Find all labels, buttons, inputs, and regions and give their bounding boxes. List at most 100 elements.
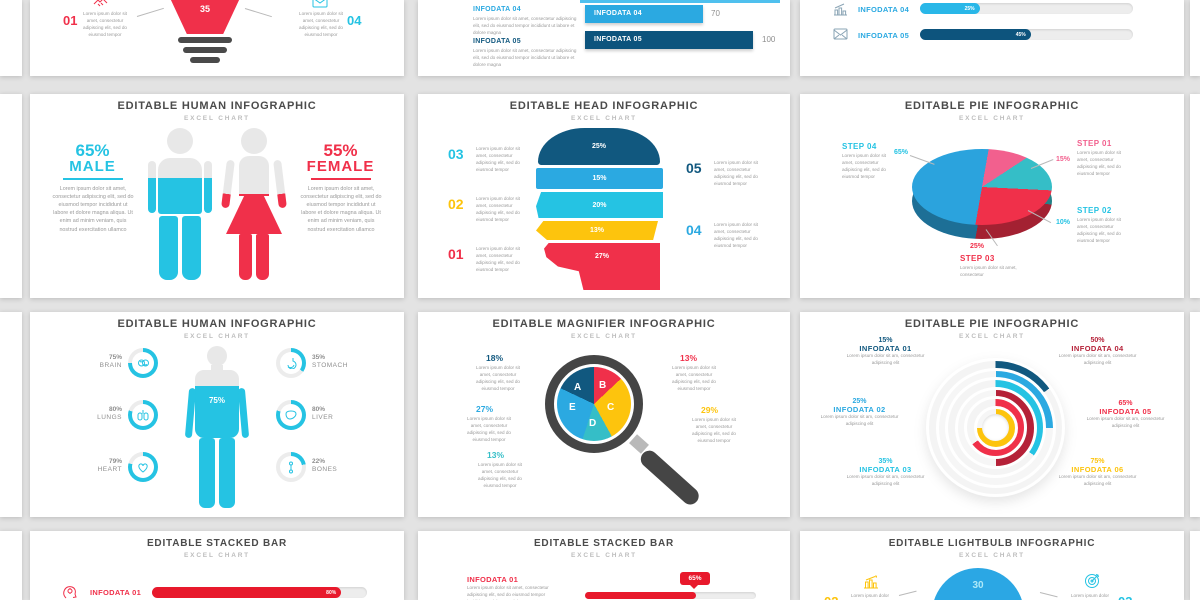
slide-magnifier-infographic[interactable]: EDITABLE MAGNIFIER INFOGRAPHIC EXCEL CHA… xyxy=(418,312,790,517)
bar-label: INFODATA 01 xyxy=(467,575,519,584)
slide-subtitle: EXCEL CHART xyxy=(184,115,250,122)
slice-letter-d: D xyxy=(589,418,597,429)
slide-title: EDITABLE HEAD INFOGRAPHIC xyxy=(509,100,699,112)
bar-track: 80% xyxy=(152,587,367,598)
heart-icon xyxy=(132,456,154,478)
step-label: STEP 02 xyxy=(1077,206,1112,215)
step-label: STEP 01 xyxy=(1077,139,1112,148)
slide-ring-pie-infographic[interactable]: EDITABLE PIE INFOGRAPHIC EXCEL CHART 15%… xyxy=(800,312,1184,517)
step-number: 02 xyxy=(824,594,838,600)
partial-slide-right xyxy=(1190,531,1200,600)
bar-fill xyxy=(585,592,697,599)
male-figure xyxy=(148,128,212,280)
stat-label: 22% BONES xyxy=(312,458,338,474)
mind-icon xyxy=(62,584,79,600)
progress-fill: 45% xyxy=(920,29,1031,40)
bar-value: 100 xyxy=(762,35,776,44)
divider xyxy=(311,178,371,180)
progress-track: 45% xyxy=(920,29,1133,40)
magnifier-pie xyxy=(557,367,631,441)
slide-body-infographic[interactable]: EDITABLE HUMAN INFOGRAPHIC EXCEL CHART 7… xyxy=(30,312,404,517)
target-icon xyxy=(1084,572,1101,589)
bones-progress-ring xyxy=(276,452,306,482)
slide-lightbulb-bottom[interactable]: EDITABLE LIGHTBULB INFOGRAPHIC EXCEL CHA… xyxy=(800,531,1184,600)
bar-pct: 80% xyxy=(326,589,337,596)
lungs-progress-ring xyxy=(128,400,158,430)
female-figure xyxy=(221,128,287,280)
slice-text: Lorem ipsum dolor sit amet, consectetur … xyxy=(672,365,716,391)
slide-subtitle: EXCEL CHART xyxy=(571,552,637,559)
slide-subtitle: EXCEL CHART xyxy=(571,333,637,340)
slide-progress-list-top[interactable]: INFODATA 04 25% INFODATA 05 45% xyxy=(800,0,1184,76)
bulb-base-stripe xyxy=(178,37,232,43)
slide-title: EDITABLE HUMAN INFOGRAPHIC xyxy=(117,318,317,330)
slice-text: Lorem ipsum dolor sit amet, consectetur … xyxy=(692,417,736,443)
slice-pct: 13% xyxy=(680,353,698,363)
bulb-base-stripe xyxy=(183,47,227,53)
slide-lightbulb-top[interactable]: 35 01 Lorem ipsum dolor sit amet, consec… xyxy=(30,0,404,76)
slide-stacked-bar-middle[interactable]: EDITABLE STACKED BAR EXCEL CHART INFODAT… xyxy=(418,531,790,600)
progress-fill: 25% xyxy=(920,3,980,14)
slide-bar-chart-top[interactable]: INFODATA 04 Lorem ipsum dolor sit amet, … xyxy=(418,0,790,76)
bulb-value: 30 xyxy=(972,580,984,591)
step-text: Lorem ipsum dolor sit amet, consectetur … xyxy=(714,222,758,248)
step-label: STEP 04 xyxy=(842,142,877,151)
heart-progress-ring xyxy=(128,452,158,482)
ring-label: 50% INFODATA 04 Lorem ipsum dolor sit am, … xyxy=(1058,337,1137,365)
slide-human-infographic[interactable]: EDITABLE HUMAN INFOGRAPHIC EXCEL CHART 6… xyxy=(30,94,404,298)
progress-label: INFODATA 05 xyxy=(858,31,910,40)
bar-fill: 80% xyxy=(152,587,342,598)
ring-label: 65% INFODATA 05 Lorem ipsum dolor sit am, … xyxy=(1086,400,1165,428)
partial-slide-right xyxy=(1190,0,1200,76)
bar-track xyxy=(585,592,756,599)
slide-pie-infographic[interactable]: EDITABLE PIE INFOGRAPHIC EXCEL CHART STE… xyxy=(800,94,1184,298)
step-text: Lorem ipsum dolor sit amet, consectetur … xyxy=(476,146,520,172)
slide-subtitle: EXCEL CHART xyxy=(959,552,1025,559)
partial-slide-left xyxy=(0,94,22,298)
handshake-icon xyxy=(92,0,108,10)
bar-desc: Lorem ipsum dolor sit amet, consectetur … xyxy=(473,16,577,35)
slide-title: EDITABLE LIGHTBULB INFOGRAPHIC xyxy=(888,538,1096,549)
bar-area: INFODATA 04 INFODATA 05 xyxy=(585,5,753,71)
step-text: Lorem ipsum dolor xyxy=(1070,593,1110,598)
slide-title: EDITABLE STACKED BAR xyxy=(533,538,675,549)
slice-pct: 13% xyxy=(487,450,505,460)
partial-slide-left xyxy=(0,312,22,517)
mail-icon xyxy=(312,0,328,8)
chart-icon xyxy=(833,3,848,16)
slice-letter-a: A xyxy=(574,382,582,393)
lungs-icon xyxy=(132,404,154,426)
male-label: MALE xyxy=(69,158,116,175)
progress-track: 25% xyxy=(920,3,1133,14)
step-pct: 25% xyxy=(970,243,985,250)
slide-head-infographic[interactable]: EDITABLE HEAD INFOGRAPHIC EXCEL CHART 25… xyxy=(418,94,790,298)
connector-line xyxy=(244,8,272,18)
bar-desc: Lorem ipsum dolor sit amet, consectetur … xyxy=(473,48,577,67)
progress-label: INFODATA 04 xyxy=(858,5,910,14)
slice-letter-b: B xyxy=(599,380,607,391)
step-text: Lorem ipsum dolor sit amet, consectetur … xyxy=(476,246,520,272)
divider xyxy=(63,178,123,180)
step-label: STEP 03 xyxy=(960,254,995,263)
ring-label: 75% INFODATA 06 Lorem ipsum dolor sit am, … xyxy=(1058,458,1137,486)
callout-pointer xyxy=(690,585,698,589)
stat-label: 79% HEART xyxy=(97,458,122,474)
bar-label: INFODATA 01 xyxy=(90,588,142,597)
step-text: Lorem ipsum dolor sit amet, consectetur xyxy=(960,265,1017,277)
female-text: Lorem ipsum dolor sit amet, consectetur … xyxy=(300,186,382,233)
slide-title: EDITABLE PIE INFOGRAPHIC xyxy=(904,318,1080,330)
bar-inner-label: INFODATA 04 xyxy=(594,10,642,17)
step-pct: 65% xyxy=(894,149,909,156)
bar-label: INFODATA 05 xyxy=(473,38,521,45)
slide-title: EDITABLE MAGNIFIER INFOGRAPHIC xyxy=(492,318,716,330)
pie-top xyxy=(912,149,1052,225)
magnifier-glass: A B C D E xyxy=(545,355,643,453)
bulb-value: 35 xyxy=(199,4,210,14)
slide-stacked-bar-left[interactable]: EDITABLE STACKED BAR EXCEL CHART INFODAT… xyxy=(30,531,404,600)
head-band-5: 27% xyxy=(544,243,660,290)
step-number: 05 xyxy=(686,160,702,176)
head-band-3: 20% xyxy=(536,192,663,218)
partial-slide-right xyxy=(1190,94,1200,298)
slide-subtitle: EXCEL CHART xyxy=(571,115,637,122)
step-pct: 10% xyxy=(1056,219,1071,226)
